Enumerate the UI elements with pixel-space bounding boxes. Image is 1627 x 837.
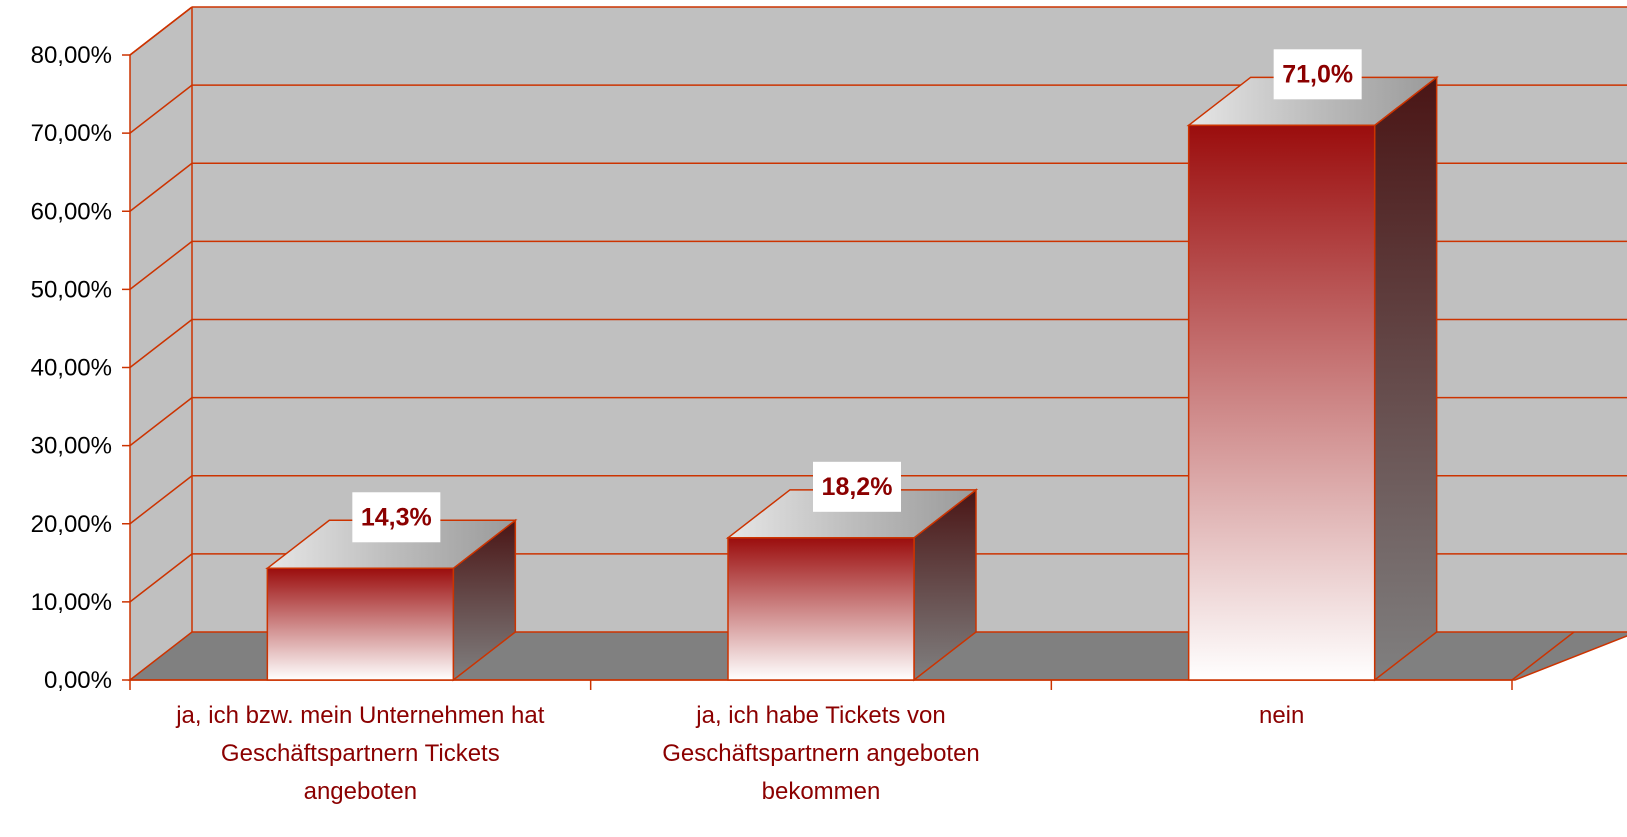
- gridline-side: [129, 318, 193, 369]
- bar-side: [1373, 75, 1438, 682]
- x-category-label-line: bekommen: [762, 778, 881, 805]
- y-tick-label: 40,00%: [31, 355, 112, 382]
- bars: [265, 75, 1439, 682]
- y-tick-label: 0,00%: [44, 667, 112, 694]
- y-tick-label: 70,00%: [31, 120, 112, 147]
- y-tick-label: 60,00%: [31, 198, 112, 225]
- bar: [725, 488, 979, 682]
- x-category-label-line: Geschäftspartnern angeboten: [662, 740, 980, 767]
- bar-front: [1187, 124, 1376, 681]
- x-category-label: ja, ich bzw. mein Unternehmen hat Geschäf…: [175, 702, 545, 805]
- data-label-box: [813, 461, 901, 512]
- x-category-label-line: ja, ich habe Tickets von: [695, 702, 945, 729]
- y-tick-label: 20,00%: [31, 511, 112, 538]
- gridline-side: [129, 240, 193, 290]
- data-label-text: 14,3%: [361, 503, 432, 531]
- bar: [1186, 75, 1439, 682]
- data-label: 14,3%: [352, 492, 441, 543]
- data-label: 71,0%: [1273, 49, 1362, 100]
- bar-front: [266, 567, 455, 681]
- data-label-text: 71,0%: [1282, 60, 1353, 88]
- x-category-label-line: ja, ich bzw. mein Unternehmen hat: [175, 702, 545, 729]
- top-edge: [129, 6, 193, 56]
- y-tick-label: 80,00%: [31, 42, 112, 69]
- y-tick-label: 10,00%: [31, 589, 112, 616]
- x-category-label: ja, ich habe Tickets von Geschäftspartner…: [662, 702, 980, 805]
- data-label-box: [352, 492, 441, 543]
- x-axis-labels: ja, ich bzw. mein Unternehmen hat Geschäf…: [175, 702, 1304, 805]
- y-tick-label: 30,00%: [31, 433, 112, 460]
- data-labels: 14,3% 18,2% 71,0%: [352, 49, 1362, 543]
- gridline-side: [129, 84, 193, 134]
- gridline-side: [129, 475, 193, 525]
- data-label: 18,2%: [813, 461, 901, 512]
- y-tick-label: 50,00%: [31, 276, 112, 303]
- bar-front: [727, 537, 915, 681]
- data-label-box: [1273, 49, 1362, 100]
- bar: [265, 518, 518, 682]
- x-category-label-line: angeboten: [304, 778, 417, 805]
- gridline-side: [129, 553, 193, 603]
- gridline-side: [129, 162, 193, 212]
- x-category-label-line: nein: [1259, 702, 1304, 729]
- gridline-side: [129, 397, 193, 447]
- x-category-label-line: Geschäftspartnern Tickets: [221, 740, 500, 767]
- data-label-text: 18,2%: [822, 473, 893, 501]
- x-category-label: nein: [1259, 702, 1304, 729]
- floor-edge: [1511, 631, 1575, 681]
